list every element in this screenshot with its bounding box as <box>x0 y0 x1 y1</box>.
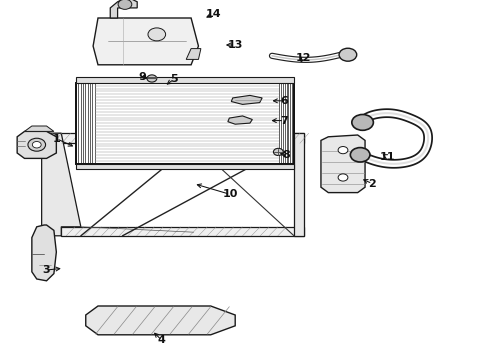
Polygon shape <box>76 164 294 169</box>
Circle shape <box>339 48 357 61</box>
Text: 7: 7 <box>280 116 288 126</box>
Polygon shape <box>76 77 294 83</box>
Circle shape <box>352 114 373 130</box>
Circle shape <box>148 28 166 41</box>
Polygon shape <box>76 83 294 164</box>
Text: 14: 14 <box>205 9 221 19</box>
Polygon shape <box>42 133 81 236</box>
Polygon shape <box>86 306 235 335</box>
Text: 8: 8 <box>283 150 291 160</box>
Text: 2: 2 <box>368 179 376 189</box>
Polygon shape <box>61 227 304 236</box>
Text: 5: 5 <box>170 74 178 84</box>
Text: 4: 4 <box>158 335 166 345</box>
Text: 9: 9 <box>138 72 146 82</box>
Polygon shape <box>42 133 304 143</box>
Polygon shape <box>231 95 262 104</box>
Circle shape <box>147 75 157 82</box>
Polygon shape <box>93 18 198 65</box>
Polygon shape <box>186 49 201 59</box>
Polygon shape <box>110 0 137 18</box>
Text: 13: 13 <box>227 40 243 50</box>
Circle shape <box>118 0 132 9</box>
Circle shape <box>273 148 283 156</box>
Polygon shape <box>17 131 56 158</box>
Circle shape <box>32 141 41 148</box>
Text: 12: 12 <box>296 53 312 63</box>
Text: 3: 3 <box>43 265 50 275</box>
Circle shape <box>338 174 348 181</box>
Text: 6: 6 <box>280 96 288 106</box>
Polygon shape <box>321 135 365 193</box>
Polygon shape <box>294 133 304 236</box>
Circle shape <box>350 148 370 162</box>
Polygon shape <box>24 126 54 131</box>
Circle shape <box>338 147 348 154</box>
Polygon shape <box>32 225 56 281</box>
Text: 11: 11 <box>379 152 395 162</box>
Text: 1: 1 <box>52 134 60 144</box>
Text: 10: 10 <box>222 189 238 199</box>
Polygon shape <box>228 116 252 124</box>
Circle shape <box>28 138 46 151</box>
